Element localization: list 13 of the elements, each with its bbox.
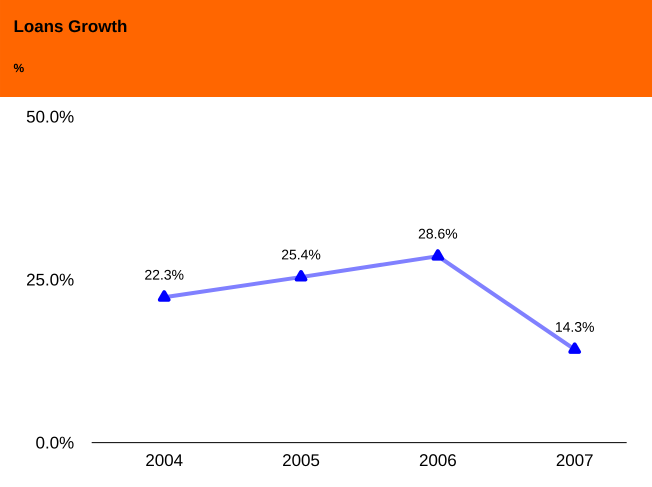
chart-title: Loans Growth	[14, 20, 126, 32]
chart-subtitle: %	[14, 64, 24, 72]
x-tick-label: 2005	[283, 454, 320, 466]
x-tick-label: 2004	[146, 454, 183, 466]
text: 28.6%	[418, 228, 458, 239]
text: 25.4%	[282, 250, 320, 260]
text: 22.3%	[145, 270, 184, 280]
x-tick-label: 2007	[556, 454, 593, 466]
text: 14.3%	[556, 322, 594, 332]
y-tick-label: 50.0%	[26, 110, 74, 123]
y-tick-label: 0.0%	[36, 436, 74, 449]
y-tick-label: 25.0%	[27, 274, 74, 286]
x-tick-label: 2006	[420, 454, 456, 466]
